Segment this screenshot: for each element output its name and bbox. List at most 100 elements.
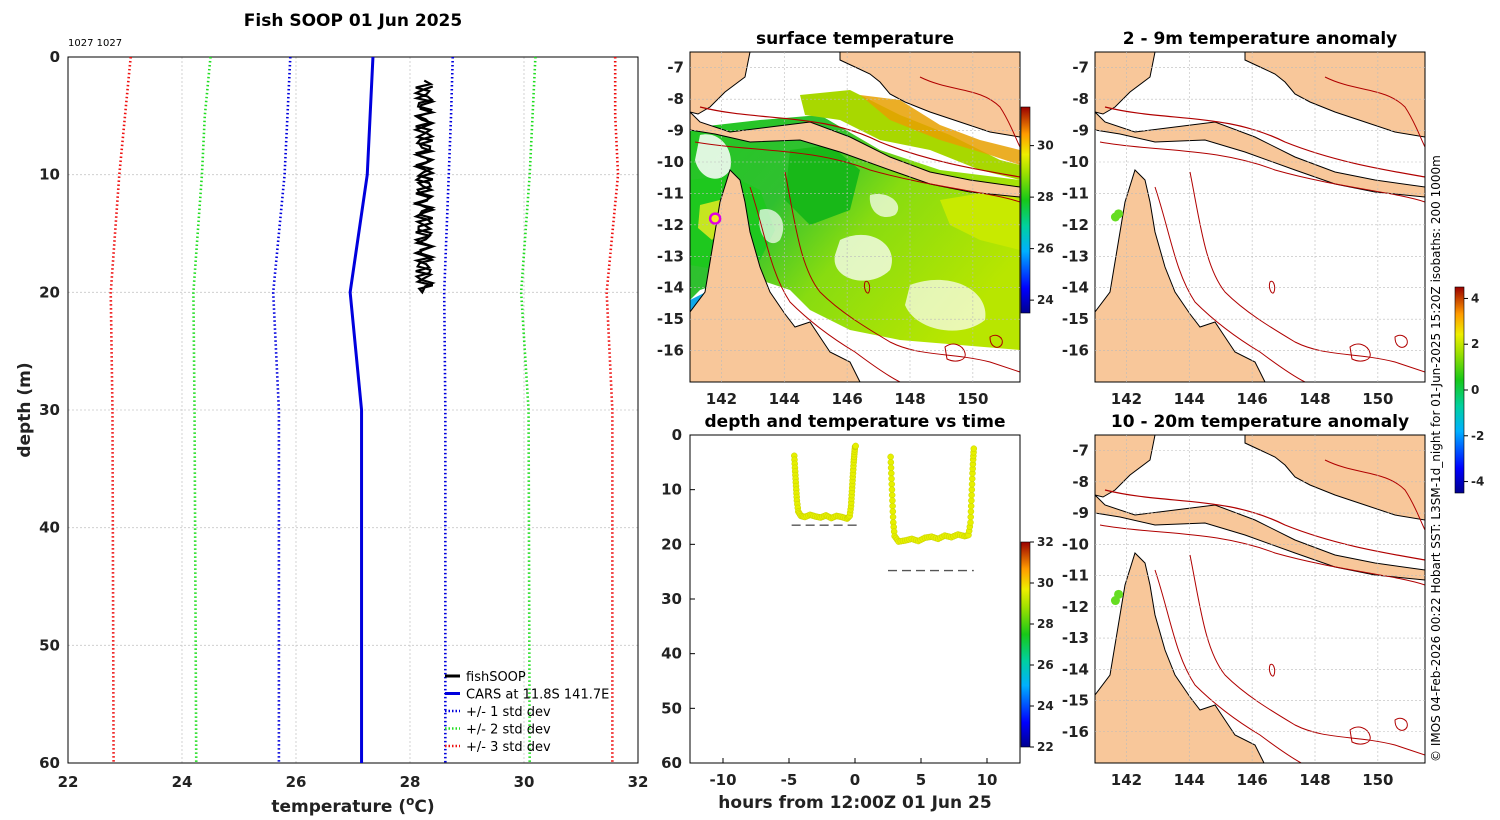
map-ytick-label: -16	[1062, 723, 1089, 741]
ts-point	[888, 470, 895, 477]
anomaly-colorbar	[1454, 286, 1465, 494]
profile-legend: fishSOOP CARS at 11.8S 141.7E +/- 1 std de…	[445, 670, 609, 755]
surface-map-ticks: 142 144 146 148 150 -7 -8 -9 -10 -11 -12 -13 -14 -15 -…	[657, 52, 1020, 408]
anomaly-colorbar-ticks: -4 -2 0 2 4	[1464, 291, 1484, 489]
profile-series-line	[109, 56, 132, 764]
map-ytick-label: -13	[1062, 247, 1089, 265]
map-ytick-label: -14	[1062, 279, 1089, 297]
ts-point	[967, 519, 974, 526]
surface-title: surface temperature	[756, 29, 954, 49]
anomaly-10-20m-panel: 10 - 20m temperature anomaly 142 144 146 14…	[1062, 412, 1426, 789]
anomaly1-ticks: 142 144 146 148 150 -7 -8 -9 -10 -11 -12 -13 -14 -15 -…	[1062, 52, 1425, 408]
map-xtick-label: 150	[957, 390, 988, 408]
colorbar-tick-label: -2	[1471, 429, 1484, 443]
surface-map	[690, 52, 1020, 382]
profile-series-line	[605, 57, 620, 763]
map-ytick-label: -16	[657, 342, 684, 360]
map-ytick-label: -9	[667, 122, 684, 140]
ts-point	[889, 513, 897, 521]
anomaly1-title: 2 - 9m temperature anomaly	[1123, 29, 1398, 49]
profile-grid	[67, 56, 639, 764]
profile-ytick-label: 50	[39, 636, 60, 654]
surface-colorbar-ticks: 24 26 28 30	[1030, 139, 1054, 307]
profile-xtick-label: 28	[400, 773, 421, 791]
anomaly-2-9m-panel: 2 - 9m temperature anomaly 142 144 146 148 1…	[1062, 29, 1484, 494]
map-ytick-label: -14	[657, 279, 684, 297]
ts-ytick-label: 50	[661, 699, 682, 717]
map-xtick-label: 146	[831, 390, 862, 408]
profile-xtick-label: 26	[286, 773, 307, 791]
profile-ytick-label: 60	[39, 754, 60, 772]
map-xtick-label: 142	[706, 390, 737, 408]
map-xtick-label: 144	[1174, 390, 1205, 408]
profile-xtick-label: 22	[58, 773, 79, 791]
vessel-position-marker	[708, 212, 722, 225]
anomaly1-point	[1110, 212, 1120, 222]
ts-point	[967, 513, 974, 521]
surface-temperature-panel: surface temperature	[657, 29, 1054, 408]
profile-ylabel: depth (m)	[15, 362, 35, 457]
timeseries-panel: depth and temperature vs time -10 -5 0 5 10 0…	[661, 412, 1054, 813]
colorbar-tick-label: 24	[1037, 293, 1054, 307]
profile-ytick-label: 40	[39, 519, 60, 537]
profile-xtick-label: 24	[172, 773, 193, 791]
timeseries-title: depth and temperature vs time	[705, 412, 1006, 432]
anomaly1-map	[1095, 52, 1425, 382]
timeseries-colorbar	[1020, 541, 1031, 748]
ts-point	[887, 464, 895, 472]
ts-point	[888, 491, 896, 499]
map-xtick-label: 142	[1111, 390, 1142, 408]
ts-point	[888, 486, 896, 493]
profile-series-line	[192, 56, 212, 764]
profile-xlabel: temperature (oC)	[271, 794, 434, 817]
profile-series-line	[519, 56, 537, 764]
map-ytick-label: -13	[1062, 629, 1089, 647]
map-xtick-label: 146	[1236, 390, 1267, 408]
map-ytick-label: -10	[1062, 153, 1089, 171]
ts-point	[852, 442, 859, 450]
map-xtick-label: 150	[1362, 771, 1393, 789]
legend-label: +/- 2 std dev	[466, 723, 551, 738]
ts-xtick-label: -10	[709, 771, 736, 789]
map-ytick-label: -9	[1072, 122, 1089, 140]
ts-point	[970, 445, 978, 452]
map-xtick-label: 144	[1174, 771, 1205, 789]
timeseries-colorbar-ticks: 22 24 26 28 30 32	[1030, 535, 1054, 754]
profile-ytick-label: 30	[39, 401, 60, 419]
map-ytick-label: -15	[657, 310, 684, 328]
surface-colorbar	[1020, 106, 1031, 314]
map-xtick-label: 150	[1362, 390, 1393, 408]
legend-label: +/- 1 std dev	[466, 705, 551, 720]
colorbar-tick-label: 4	[1471, 291, 1479, 305]
map-ytick-label: -13	[657, 247, 684, 265]
ts-point	[969, 475, 976, 482]
map-xtick-label: 148	[1299, 771, 1330, 789]
colorbar-tick-label: 0	[1471, 383, 1479, 397]
ts-point	[889, 508, 897, 515]
colorbar-tick-label: 24	[1037, 699, 1054, 713]
map-ytick-label: -10	[657, 153, 684, 171]
ts-point	[887, 453, 894, 461]
profile-xticks: 22 24 26 28 30 32	[58, 773, 649, 791]
profile-ytick-label: 10	[39, 166, 60, 184]
profile-panel: Fish SOOP 01 Jun 2025 1027 1027 22 24 26 28…	[15, 11, 648, 817]
map-xtick-label: 148	[1299, 390, 1330, 408]
map-ytick-label: -11	[1062, 567, 1089, 585]
ts-point	[968, 491, 975, 499]
profile-ytick-label: 20	[39, 283, 60, 301]
map-ytick-label: -12	[1062, 598, 1089, 616]
profile-series	[109, 56, 620, 764]
ts-ytick-label: 10	[661, 481, 682, 499]
ts-ytick-label: 20	[661, 535, 682, 553]
ts-xtick-label: -5	[781, 771, 798, 789]
profile-series-line	[348, 56, 375, 763]
map-xtick-label: 142	[1111, 771, 1142, 789]
map-ytick-label: -7	[667, 59, 684, 77]
fishsoop-profile	[412, 79, 437, 295]
anomaly2-ticks: 142 144 146 148 150 -7 -8 -9 -10 -11 -12 -13 -14 -15 -…	[1062, 435, 1425, 789]
anomaly2-point	[1110, 596, 1120, 606]
timeseries-ticks: -10 -5 0 5 10 0 10 20 30 40 50 60	[661, 426, 997, 789]
timeseries-points	[791, 442, 978, 545]
legend-label: +/- 3 std dev	[466, 740, 551, 755]
map-ytick-label: -15	[1062, 692, 1089, 710]
